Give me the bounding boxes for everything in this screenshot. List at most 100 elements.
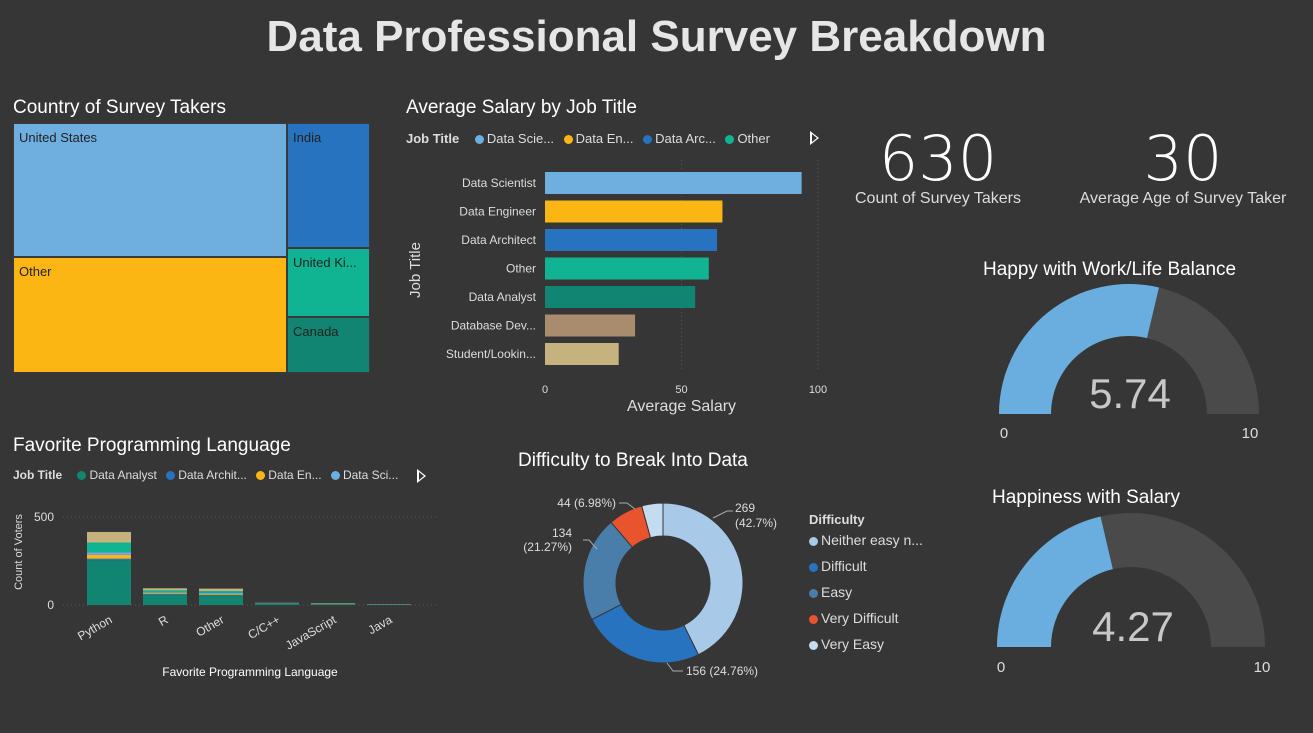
data-label: (42.7%) [735,516,777,530]
legend-item[interactable]: Data Analyst [89,468,157,482]
gauge2-title: Happiness with Salary [992,487,1180,508]
stacked-bar-segment [143,593,187,595]
stacked-bar-segment [143,588,187,591]
gauge-max: 10 [1254,659,1271,676]
legend-dot-icon [725,135,735,144]
data-label: 134 [552,526,572,540]
leader-line [583,539,598,550]
legend-item[interactable]: Other [737,131,770,146]
language-legend: Job Title Data Analyst Data Archit... Da… [13,468,398,482]
x-axis-label: Average Salary [627,398,736,415]
kpi-count-label: Count of Survey Takers [854,190,1021,207]
category-label: Data Analyst [469,290,537,304]
y-axis-label: Count of Voters [13,514,25,590]
leader-line [712,510,733,519]
y-axis-label: Job Title [407,242,424,298]
donut-slice [591,603,700,664]
legend-dot-icon [809,537,818,546]
legend-title: Job Title [13,468,63,482]
legend-row[interactable]: Neither easy n... [809,532,923,558]
data-label: 156 (24.76%) [686,664,758,678]
stacked-bar-segment [199,595,243,605]
data-label: (21.27%) [523,540,572,554]
salary-bar-chart: Data Scientist Data Engineer Data Architec… [407,160,827,415]
legend-item[interactable]: Data En... [268,468,322,482]
stacked-bar-segment [199,592,243,594]
legend-item[interactable]: Data En... [575,131,634,146]
legend-item: Neither easy n... [821,532,923,548]
category-label: Student/Lookin... [446,347,536,361]
gauge-min: 0 [997,659,1005,676]
y-tick-label: 500 [34,510,54,524]
legend-item[interactable]: Data Scie... [486,131,555,146]
legend-dot-icon [809,641,818,650]
gauge-value: 4.27 [1092,603,1174,650]
salary-chart-title: Average Salary by Job Title [406,97,637,118]
treemap-tile-india[interactable]: India [287,123,370,248]
legend-dot-icon [809,563,818,572]
legend-next-arrow-icon[interactable] [810,131,819,145]
stacked-bar-segment [199,594,243,596]
leader-line [666,662,683,672]
donut-slice [641,502,664,539]
category-label: JavaScript [283,612,339,652]
data-label: 269 [735,501,755,515]
category-label: R [156,612,171,629]
salary-bar [545,343,619,365]
legend-row[interactable]: Easy [809,584,923,610]
tile-label: United Ki... [293,255,357,270]
gauge1-title: Happy with Work/Life Balance [983,259,1237,280]
stacked-bar-segment [199,593,243,595]
category-label: Other [506,262,536,276]
legend-dot-icon [563,135,573,144]
legend-item: Very Easy [821,636,885,652]
legend-item[interactable]: Data Sci... [342,468,399,482]
category-label: Data Scientist [462,176,537,190]
salary-bar [545,172,802,194]
salary-bar [545,229,717,251]
category-label: Database Dev... [451,319,536,333]
category-label: Other [194,612,227,639]
category-label: Python [75,612,114,643]
x-axis-label: Favorite Programming Language [162,665,338,679]
treemap-tile-other[interactable]: Other [13,257,287,373]
legend-title: Difficulty [809,512,865,527]
stacked-bar-segment [87,558,131,561]
legend-row[interactable]: Difficult [809,558,923,584]
legend-item[interactable]: Data Archit... [178,468,247,482]
legend-dot-icon [330,471,340,480]
legend-item: Easy [821,584,853,600]
legend-row[interactable]: Very Easy [809,636,923,662]
x-tick-label: 0 [542,384,548,396]
legend-next-arrow-icon[interactable] [417,469,426,483]
kpi-age-label: Average Age of Survey Taker [1079,190,1287,207]
salary-bar [545,200,723,223]
treemap-tile-canada[interactable]: Canada [287,317,370,373]
x-tick-label: 50 [675,384,687,396]
x-tick-label: 100 [809,384,827,396]
treemap-tile-united-states[interactable]: United States [13,123,287,257]
gauge-work-life: 5.74 0 10 [999,284,1259,442]
stacked-bar-segment [143,592,187,594]
stacked-bar-segment [143,590,187,593]
treemap-tile-united-kingdom[interactable]: United Ki... [287,248,370,317]
stacked-bar-segment [255,603,299,605]
legend-row[interactable]: Very Difficult [809,610,923,636]
legend-item[interactable]: Data Arc... [655,131,716,146]
stacked-bar-segment [87,560,131,605]
salary-legend: Job Title Data Scie... Data En... Data A… [406,131,770,146]
page-title: Data Professional Survey Breakdown [266,12,1047,61]
gauge-max: 10 [1242,425,1259,442]
legend-dot-icon [809,589,818,598]
category-label: C/C++ [245,612,282,641]
difficulty-legend: Difficulty Neither easy n... Difficult E… [809,512,923,662]
category-label: Data Engineer [459,205,536,219]
data-label: 44 (6.98%) [557,496,616,510]
tile-label: India [293,130,322,145]
gauge-fill[interactable] [997,516,1113,647]
salary-bar [545,286,696,308]
legend-item: Difficult [821,558,867,574]
difficulty-donut-chart: 269(42.7%) 156 (24.76%) 134(21.27%) 44 (6.9… [523,496,777,678]
gauge-fill[interactable] [999,284,1159,414]
tile-label: Other [19,264,52,279]
